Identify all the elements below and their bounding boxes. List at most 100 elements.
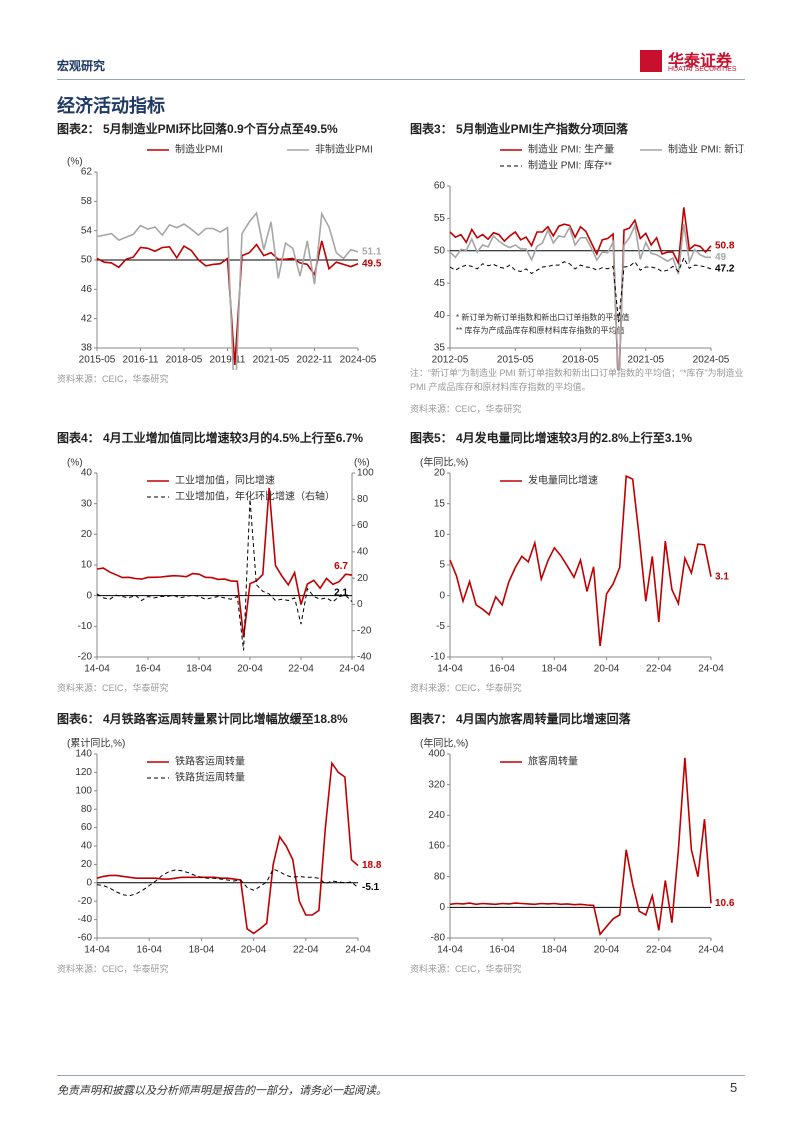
x-tick-label: 24-04 <box>698 945 724 956</box>
y-tick-label: -5 <box>436 621 445 632</box>
y-tick-label: -80 <box>431 933 446 944</box>
y-tick-label: 46 <box>81 284 93 295</box>
y-tick-label: 62 <box>81 167 93 178</box>
x-tick-label: 2012-05 <box>432 355 469 366</box>
plot-note: * 新订单为新订单指数和新出口订单指数的平均值 <box>456 312 629 322</box>
y2-tick-label: 40 <box>357 546 369 557</box>
legend-label: 非制造业PMI <box>315 143 373 156</box>
logo-cn: 华泰证券 <box>668 53 733 70</box>
y-tick-label: 140 <box>75 749 92 760</box>
y-tick-label: 38 <box>81 343 93 354</box>
y-tick-label: -20 <box>78 652 93 663</box>
y-tick-label: 10 <box>434 529 446 540</box>
legend-label: 工业增加值，年化环比增速（右轴） <box>175 490 335 503</box>
chart: (年同比,%) -10 -5 0 5 10 15 20 14-04 16-04 18-04 20-04… <box>420 456 729 675</box>
y-tick-label: -40 <box>78 914 93 925</box>
x-tick-label: 14-04 <box>437 664 463 675</box>
x-tick-label: 18-04 <box>189 945 215 956</box>
y-tick-label: -20 <box>78 896 93 907</box>
x-tick-label: 2021-05 <box>253 355 290 366</box>
y-tick-label: 58 <box>81 196 93 207</box>
y-tick-label: 10 <box>81 560 93 571</box>
series-line <box>96 240 359 365</box>
y2-tick-label: 100 <box>357 468 374 479</box>
series-line <box>96 487 353 638</box>
end-value-label: 49 <box>715 252 727 263</box>
x-tick-label: 18-04 <box>542 945 568 956</box>
legend-label: 旅客周转量 <box>528 755 578 768</box>
x-tick-label: 24-04 <box>698 664 724 675</box>
y-tick-label: -60 <box>78 933 93 944</box>
header-section: 宏观研究 <box>57 59 106 73</box>
y-tick-label: 320 <box>428 779 445 790</box>
y-tick-label: 240 <box>428 810 445 821</box>
y2-tick-label: -20 <box>357 625 372 636</box>
y-tick-label: 42 <box>81 313 93 324</box>
y-tick-label: 40 <box>81 468 93 479</box>
footer-disclaimer: 免责声明和披露以及分析师声明是报告的一部分，请务必一起阅读。 <box>57 1085 387 1097</box>
end-value-label: 50.8 <box>715 240 735 251</box>
y-tick-label: 50 <box>434 245 446 256</box>
footer-rule <box>57 1075 745 1076</box>
y-tick-label: 40 <box>434 310 446 321</box>
end-value-label: 6.7 <box>334 561 348 572</box>
y-tick-label: 0 <box>86 877 92 888</box>
y-tick-label: 80 <box>434 871 446 882</box>
y-tick-label: 60 <box>81 822 93 833</box>
end-value-label: 3.1 <box>715 571 729 582</box>
source: 资料来源：CEIC，华泰研究 <box>410 404 522 414</box>
legend-label: 铁路客运周转量 <box>175 755 245 768</box>
x-tick-label: 22-04 <box>646 664 672 675</box>
x-tick-label: 18-04 <box>542 664 568 675</box>
chart: 35 40 45 50 55 60 2012-05 2015-05 2018-05 2021-05… <box>432 143 745 370</box>
y-tick-label: 40 <box>81 841 93 852</box>
chart-title: 图表5： 4月发电量同比增速较3月的2.8%上行至3.1% <box>410 431 693 445</box>
chart-title: 图表7： 4月国内旅客周转量同比增速回落 <box>410 712 631 726</box>
end-value-label: 49.5 <box>362 258 382 269</box>
footnote: 注：“新订单”为制造业 PMI 新订单指数和新出口订单指数的平均值；“*库存”为… <box>410 368 744 392</box>
y-axis-label: (%) <box>67 157 83 168</box>
x-tick-label: 24-04 <box>345 945 371 956</box>
x-tick-label: 2016-11 <box>123 355 159 366</box>
series-line <box>449 256 712 323</box>
series-line <box>96 211 359 370</box>
x-tick-label: 16-04 <box>136 945 162 956</box>
x-tick-label: 2022-11 <box>297 355 333 366</box>
chart-title: 图表2： 5月制造业PMI环比回落0.9个百分点至49.5% <box>57 122 338 136</box>
legend-label: 制造业 PMI: 生产量 <box>528 143 614 156</box>
x-tick-label: 24-04 <box>339 664 365 675</box>
legend-label: 制造业PMI <box>175 143 223 156</box>
y-axis-label: (累计同比,%) <box>67 737 125 750</box>
y-tick-label: 15 <box>434 498 446 509</box>
section-title: 经济活动指标 <box>57 96 165 116</box>
y-axis-label: (%) <box>67 458 83 469</box>
y-tick-label: 54 <box>81 225 93 236</box>
end-value-label: -5.1 <box>362 882 380 893</box>
y-tick-label: 50 <box>81 255 93 266</box>
source: 资料来源：CEIC，华泰研究 <box>410 683 522 693</box>
chart-title: 图表3： 5月制造业PMI生产指数分项回落 <box>410 122 629 136</box>
chart: (累计同比,%) -60 -40 -20 0 20 40 60 80 100 120 140 14-04… <box>67 737 382 956</box>
x-tick-label: 14-04 <box>437 945 463 956</box>
x-tick-label: 2019-11 <box>210 355 246 366</box>
legend-label: 发电量同比增速 <box>528 474 598 487</box>
x-tick-label: 16-04 <box>135 664 161 675</box>
x-tick-label: 2018-05 <box>166 355 203 366</box>
y-tick-label: 0 <box>439 590 445 601</box>
logo-mark <box>640 50 662 72</box>
x-tick-label: 2021-05 <box>627 355 664 366</box>
source: 资料来源：CEIC，华泰研究 <box>57 374 169 384</box>
legend-label: 工业增加值，同比增速 <box>175 474 275 487</box>
plot-note: ** 库存为产成品库存和原材料库存指数的平均值 <box>456 325 624 335</box>
legend-label: 制造业 PMI: 新订单* <box>668 143 745 156</box>
y2-tick-label: 60 <box>357 520 369 531</box>
x-tick-label: 2015-05 <box>79 355 116 366</box>
source: 资料来源：CEIC，华泰研究 <box>410 964 522 974</box>
x-tick-label: 20-04 <box>594 945 620 956</box>
series-line <box>96 868 359 897</box>
chart-title: 图表6： 4月铁路客运周转量累计同比增幅放缓至18.8% <box>57 712 348 726</box>
x-tick-label: 18-04 <box>186 664 212 675</box>
y-tick-label: 55 <box>434 213 446 224</box>
y-tick-label: 45 <box>434 278 446 289</box>
y-tick-label: 5 <box>439 560 445 571</box>
